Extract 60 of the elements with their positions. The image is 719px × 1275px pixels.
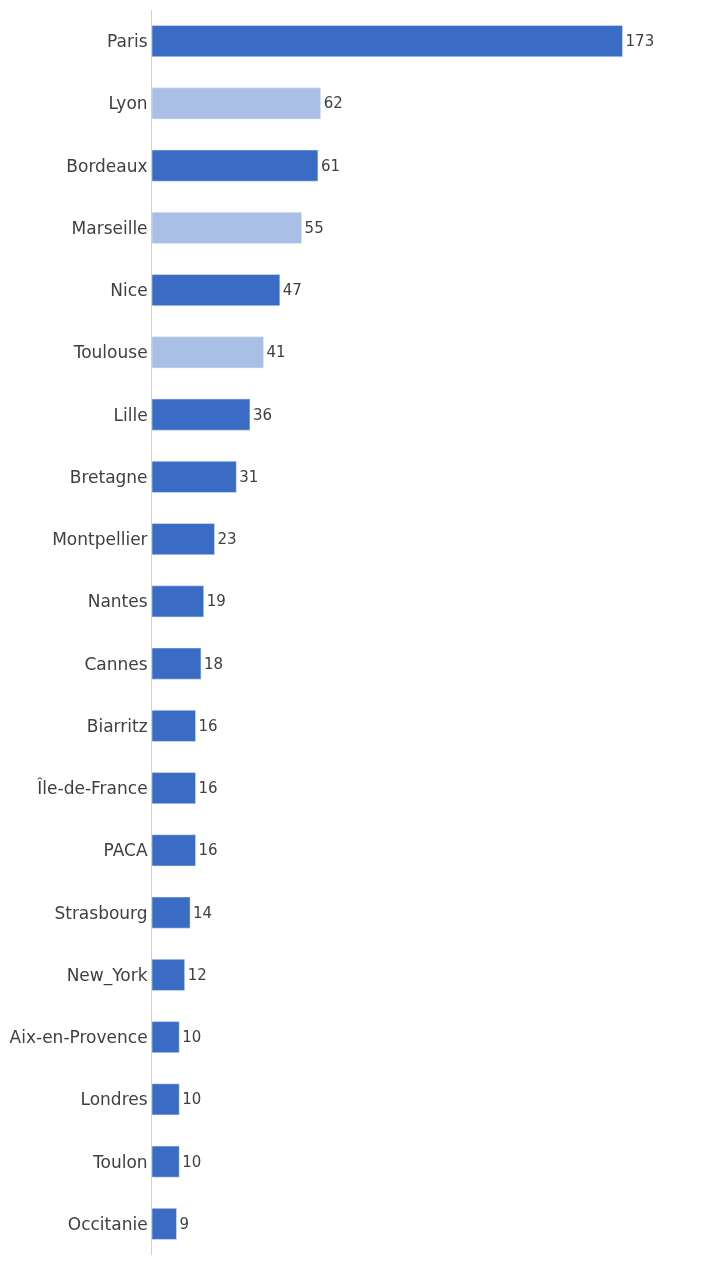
bar: [152, 1208, 177, 1240]
data-label: 18: [203, 654, 224, 673]
data-label: 47: [282, 281, 302, 300]
data-label: 16: [198, 779, 218, 798]
bar: [152, 398, 251, 431]
data-label: 61: [320, 156, 340, 175]
y-tick-label: Île-de-France: [36, 777, 148, 799]
y-tick-label: Lille: [113, 404, 148, 425]
bar: [152, 585, 204, 618]
data-label: 9: [179, 1214, 190, 1233]
y-tick-label: PACA: [103, 840, 148, 861]
bar: [152, 212, 302, 244]
y-tick-label: Nice: [110, 280, 148, 301]
y-tick-label: Nantes: [87, 591, 148, 612]
bar: [152, 896, 191, 929]
y-tick-label: Toulon: [92, 1151, 148, 1172]
y-tick-label: Montpellier: [52, 529, 148, 550]
y-tick-label: Cannes: [84, 653, 148, 674]
bar: [152, 647, 202, 680]
bar: [152, 87, 321, 120]
bar: [152, 959, 185, 991]
data-label: 14: [193, 903, 213, 922]
bar: [152, 336, 264, 369]
y-tick-label: Aix-en-Provence: [9, 1027, 148, 1048]
y-tick-label: Occitanie: [67, 1213, 148, 1234]
bar: [152, 1145, 180, 1178]
data-label: 31: [239, 467, 259, 486]
data-label: 173: [625, 32, 655, 51]
bar: [152, 1083, 180, 1116]
data-label: 12: [187, 965, 207, 984]
y-tick-label: Toulouse: [72, 342, 148, 363]
data-label: 55: [304, 218, 324, 237]
bar: [152, 461, 237, 493]
bar: [152, 25, 623, 57]
data-label: 41: [266, 343, 286, 362]
bar: [152, 149, 319, 182]
y-tick-label: Strasbourg: [54, 902, 148, 923]
y-tick-label: New_York: [66, 964, 148, 986]
bar: [152, 834, 196, 867]
bar: [152, 523, 215, 555]
data-label: 16: [198, 716, 218, 735]
data-label: 10: [182, 1090, 202, 1109]
y-tick-label: Paris: [107, 31, 148, 52]
y-tick-label: Biarritz: [86, 715, 148, 736]
data-label: 10: [182, 1028, 202, 1047]
y-tick-label: Bretagne: [69, 466, 148, 487]
y-tick-label: Bordeaux: [66, 155, 148, 176]
data-label: 10: [182, 1152, 202, 1171]
data-label: 19: [206, 592, 226, 611]
bar: [152, 274, 281, 306]
bar: [152, 710, 196, 742]
data-label: 62: [323, 94, 343, 113]
data-label: 23: [217, 530, 237, 549]
bar: [152, 772, 196, 804]
y-tick-label: Lyon: [108, 93, 148, 114]
data-label: 36: [252, 405, 272, 424]
bar: [152, 1021, 180, 1053]
data-label: 16: [198, 841, 218, 860]
y-tick-label: Marseille: [71, 217, 148, 238]
y-tick-label: Londres: [80, 1089, 148, 1110]
